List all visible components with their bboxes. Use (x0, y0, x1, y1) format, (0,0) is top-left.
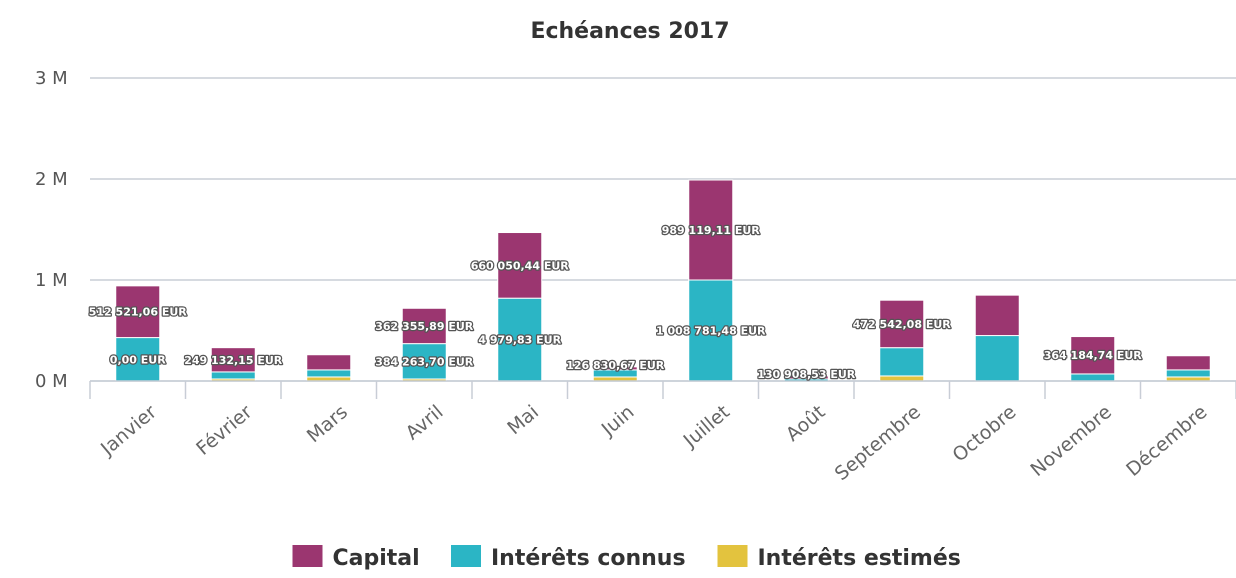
bar-octobre-capital (974, 294, 1020, 337)
x-tick-label-juin: Juin (597, 401, 639, 441)
data-label-avril-capital: 362 355,89 EUR (375, 320, 474, 333)
legend-item-interets-connus[interactable]: Intérêts connus (451, 545, 686, 571)
data-label-juillet-interets-connus: 1 008 781,48 EUR (656, 325, 766, 338)
data-label-septembre-capital: 472 542,08 EUR (853, 318, 952, 331)
data-label-fevrier-capital: 249 132,15 EUR (184, 354, 283, 367)
legend-label-capital: Capital (333, 546, 420, 571)
y-tick-label-2-m: 2 M (35, 169, 68, 190)
x-axis: Janvier Février Mars Avril Mai Juin Juillet Aoû… (89, 380, 1236, 485)
x-tick-label-octobre: Octobre (948, 401, 1020, 466)
x-tick-label-septembre: Septembre (831, 401, 925, 485)
x-tick-label-fevrier: Février (192, 401, 256, 460)
y-axis: 0 M 1 M 2 M 3 M (35, 68, 68, 392)
bar-avril-interets-connus (401, 343, 447, 380)
bar-mars-interets-connus (306, 369, 352, 378)
bar-janvier-interets-connus (115, 337, 161, 382)
bar-fevrier-capital (210, 347, 256, 373)
data-label-janvier-capital: 512 521,06 EUR (89, 306, 188, 319)
x-tick-label-mai: Mai (503, 401, 543, 439)
legend-swatch-interets-estimes (717, 545, 748, 567)
x-tick-label-decembre: Décembre (1122, 401, 1211, 481)
data-label-juillet-capital: 989 119,11 EUR (662, 224, 761, 237)
data-label-novembre-capital: 364 184,74 EUR (1044, 349, 1143, 362)
bar-juin-capital (592, 366, 638, 371)
chart-title: Echéances 2017 (530, 19, 729, 44)
y-tick-label-3-m: 3 M (35, 68, 68, 89)
bar-juillet-capital (688, 179, 734, 281)
x-tick-label-aout: Août (782, 401, 830, 446)
x-tick-label-janvier: Janvier (96, 401, 161, 461)
bars (115, 179, 1211, 382)
bar-avril-capital (401, 307, 447, 345)
x-tick-label-novembre: Novembre (1026, 401, 1116, 481)
data-label-juin-capital: 126 830,67 EUR (566, 359, 665, 372)
data-label-mai-capital: 660 050,44 EUR (471, 259, 570, 272)
bar-septembre-capital (879, 299, 925, 349)
bar-mai-capital (497, 232, 543, 299)
data-label-mai-interets-connus: 4 979,83 EUR (478, 334, 561, 347)
legend-swatch-capital (292, 545, 323, 567)
data-label-janvier-interets-connus: 0,00 EUR (110, 353, 166, 366)
bar-novembre-interets-connus (1070, 373, 1116, 382)
x-tick-label-avril: Avril (402, 401, 448, 445)
data-label-aout-capital: 130 908,53 EUR (757, 368, 856, 381)
legend-label-interets-estimes: Intérêts estimés (758, 546, 961, 571)
bar-janvier-capital (115, 285, 161, 339)
y-tick-label-1-m: 1 M (35, 270, 68, 291)
bar-novembre-capital (1070, 336, 1116, 375)
bar-decembre-interets-connus (1165, 369, 1211, 378)
bar-septembre-interets-connus (879, 347, 925, 377)
bar-decembre-capital (1165, 355, 1211, 371)
legend-item-interets-estimes[interactable]: Intérêts estimés (717, 545, 961, 571)
bar-aout-capital (783, 375, 829, 380)
bar-fevrier-interets-connus (210, 371, 256, 380)
legend-item-capital[interactable]: Capital (292, 545, 420, 571)
bar-octobre-interets-connus (974, 335, 1020, 382)
data-labels: 512 521,06 EUR 0,00 EUR 249 132,15 EUR 362 … (88, 223, 1144, 382)
bar-septembre-interets-estimes (879, 375, 925, 382)
legend: Capital Intérêts connus Intérêts estimés (292, 545, 961, 571)
x-tick-label-mars: Mars (303, 401, 352, 447)
data-label-avril-interets-connus: 384 263,70 EUR (375, 355, 474, 368)
legend-label-interets-connus: Intérêts connus (491, 546, 686, 571)
legend-swatch-interets-connus (451, 545, 481, 567)
bar-juillet-interets-connus (688, 279, 734, 382)
bar-mars-capital (306, 354, 352, 371)
y-tick-label-0-m: 0 M (35, 371, 68, 392)
x-tick-label-juillet: Juillet (679, 401, 734, 452)
